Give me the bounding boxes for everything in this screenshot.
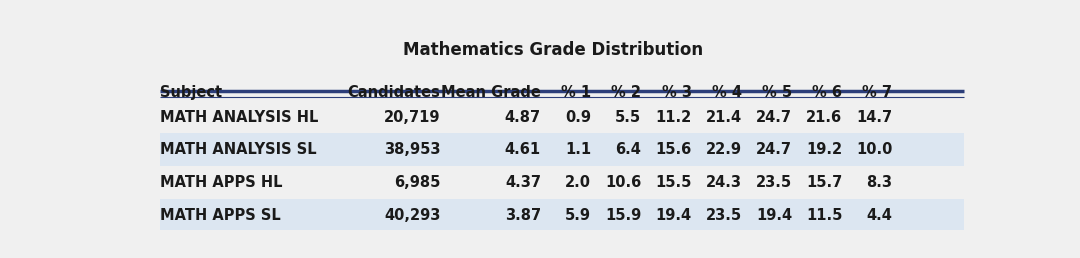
Text: % 3: % 3 [662, 85, 691, 100]
Text: % 7: % 7 [863, 85, 892, 100]
Text: % 5: % 5 [761, 85, 792, 100]
Text: % 6: % 6 [812, 85, 842, 100]
Text: % 1: % 1 [561, 85, 591, 100]
Text: 15.7: 15.7 [806, 175, 842, 190]
Text: 4.37: 4.37 [505, 175, 541, 190]
Text: 5.5: 5.5 [616, 110, 642, 125]
Text: 4.4: 4.4 [866, 208, 892, 223]
Text: 19.2: 19.2 [806, 142, 842, 157]
Text: 14.7: 14.7 [856, 110, 892, 125]
Text: 15.6: 15.6 [656, 142, 691, 157]
Text: 15.5: 15.5 [656, 175, 691, 190]
Text: 6.4: 6.4 [616, 142, 642, 157]
Text: 11.2: 11.2 [656, 110, 691, 125]
Text: 24.3: 24.3 [706, 175, 742, 190]
Text: 6,985: 6,985 [394, 175, 441, 190]
Text: 21.4: 21.4 [705, 110, 742, 125]
Text: % 4: % 4 [712, 85, 742, 100]
Text: 1.1: 1.1 [565, 142, 591, 157]
Text: Mean Grade: Mean Grade [441, 85, 541, 100]
Text: Candidates: Candidates [348, 85, 441, 100]
Text: 22.9: 22.9 [706, 142, 742, 157]
Text: 3.87: 3.87 [504, 208, 541, 223]
Text: 10.0: 10.0 [856, 142, 892, 157]
Bar [160, 199, 963, 232]
Text: 4.87: 4.87 [504, 110, 541, 125]
Text: 21.6: 21.6 [806, 110, 842, 125]
Text: Mathematics Grade Distribution: Mathematics Grade Distribution [404, 41, 703, 59]
Bar [160, 133, 963, 166]
Text: 4.61: 4.61 [504, 142, 541, 157]
Text: 19.4: 19.4 [756, 208, 792, 223]
Text: 19.4: 19.4 [656, 208, 691, 223]
Text: MATH APPS HL: MATH APPS HL [160, 175, 283, 190]
Text: MATH ANALYSIS SL: MATH ANALYSIS SL [160, 142, 316, 157]
Text: 0.9: 0.9 [565, 110, 591, 125]
Text: 40,293: 40,293 [384, 208, 441, 223]
Text: 20,719: 20,719 [384, 110, 441, 125]
Text: 10.6: 10.6 [605, 175, 642, 190]
Text: 24.7: 24.7 [756, 110, 792, 125]
Text: 23.5: 23.5 [705, 208, 742, 223]
Text: 38,953: 38,953 [384, 142, 441, 157]
Text: 11.5: 11.5 [806, 208, 842, 223]
Text: 15.9: 15.9 [605, 208, 642, 223]
Text: 23.5: 23.5 [756, 175, 792, 190]
Text: Subject: Subject [160, 85, 222, 100]
Text: 5.9: 5.9 [565, 208, 591, 223]
Text: 8.3: 8.3 [866, 175, 892, 190]
Text: MATH APPS SL: MATH APPS SL [160, 208, 281, 223]
Text: % 2: % 2 [611, 85, 642, 100]
Text: MATH ANALYSIS HL: MATH ANALYSIS HL [160, 110, 319, 125]
Text: 24.7: 24.7 [756, 142, 792, 157]
Text: 2.0: 2.0 [565, 175, 591, 190]
